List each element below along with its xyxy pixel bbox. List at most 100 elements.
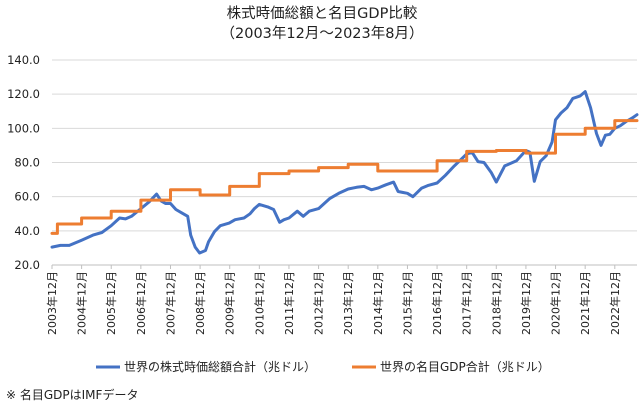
x-tick-label: 2003年12月	[45, 271, 59, 335]
y-tick-label: 40.0	[14, 224, 40, 238]
data-point-market-cap	[124, 218, 127, 220]
data-point-market-cap	[164, 202, 167, 205]
series-line-market-cap	[50, 90, 639, 255]
data-point-market-cap	[477, 160, 479, 163]
data-point-market-cap	[186, 215, 189, 218]
data-point-market-cap	[68, 244, 71, 247]
data-point-nominal-gdp	[199, 194, 201, 196]
data-point-nominal-gdp	[465, 150, 468, 153]
data-point-nominal-gdp	[584, 127, 586, 130]
data-point-market-cap	[51, 246, 53, 248]
data-point-nominal-gdp	[636, 119, 638, 122]
data-point-market-cap	[355, 186, 358, 189]
data-point-market-cap	[406, 192, 409, 195]
y-tick-label: 140.0	[7, 53, 40, 67]
x-tick-label: 2015年12月	[400, 271, 414, 335]
data-point-nominal-gdp	[140, 199, 142, 201]
data-point-market-cap	[551, 141, 553, 143]
x-tick-label: 2022年12月	[608, 271, 622, 335]
data-point-market-cap	[219, 224, 222, 227]
data-point-market-cap	[600, 144, 602, 147]
data-point-market-cap	[566, 107, 568, 109]
data-point-market-cap	[515, 160, 518, 162]
data-point-market-cap	[495, 181, 498, 183]
x-tick-label: 2016年12月	[430, 271, 444, 335]
x-tick-label: 2013年12月	[341, 271, 355, 335]
data-point-market-cap	[401, 191, 404, 194]
x-tick-label: 2009年12月	[223, 271, 237, 335]
x-tick-label: 2007年12月	[163, 271, 177, 335]
chart-note: ※ 名目GDPはIMFデータ	[6, 388, 139, 402]
x-tick-label: 2019年12月	[519, 271, 533, 335]
x-tick-label: 2005年12月	[104, 271, 118, 335]
data-point-market-cap	[213, 230, 216, 233]
data-point-market-cap	[92, 234, 94, 236]
data-point-market-cap	[288, 217, 290, 219]
y-tick-label: 120.0	[7, 87, 40, 101]
data-point-market-cap	[631, 117, 633, 119]
data-point-market-cap	[509, 162, 512, 165]
data-point-market-cap	[249, 213, 251, 215]
data-point-nominal-gdp	[56, 223, 59, 225]
data-point-market-cap	[426, 184, 429, 187]
x-tick-label: 2008年12月	[193, 271, 207, 335]
data-point-market-cap	[296, 210, 299, 212]
data-point-nominal-gdp	[554, 133, 557, 136]
data-point-nominal-gdp	[406, 170, 409, 172]
data-point-nominal-gdp	[377, 170, 379, 172]
data-point-nominal-gdp	[288, 170, 290, 172]
x-tick-label: 2017年12月	[460, 271, 474, 335]
x-tick-label: 2004年12月	[75, 271, 89, 335]
data-point-market-cap	[338, 192, 340, 195]
data-point-market-cap	[363, 185, 365, 188]
x-tick-label: 2010年12月	[252, 271, 266, 335]
data-point-market-cap	[385, 183, 388, 186]
data-point-market-cap	[377, 187, 379, 189]
data-point-market-cap	[234, 218, 236, 221]
data-point-market-cap	[258, 203, 261, 206]
x-tick-label: 2011年12月	[282, 271, 296, 335]
data-point-nominal-gdp	[51, 232, 53, 235]
data-point-nominal-gdp	[436, 160, 438, 162]
data-point-market-cap	[420, 187, 423, 189]
data-point-nominal-gdp	[258, 172, 261, 175]
data-point-market-cap	[253, 207, 256, 210]
data-point-market-cap	[110, 224, 112, 227]
data-point-nominal-gdp	[614, 119, 616, 122]
data-point-market-cap	[589, 107, 592, 109]
x-tick-label: 2018年12月	[489, 271, 503, 335]
data-point-market-cap	[329, 197, 331, 200]
x-tick-label: 2006年12月	[134, 271, 148, 335]
data-point-market-cap	[130, 215, 133, 218]
x-tick-label: 2014年12月	[371, 271, 385, 335]
legend-label-nominal-gdp: 世界の名目GDP合計（兆ドル）	[380, 359, 550, 374]
data-point-market-cap	[572, 97, 574, 100]
data-point-market-cap	[169, 202, 172, 205]
data-point-market-cap	[175, 208, 177, 211]
data-point-market-cap	[412, 195, 414, 198]
data-point-market-cap	[560, 112, 562, 114]
y-tick-label: 80.0	[14, 156, 40, 170]
data-point-market-cap	[619, 125, 621, 127]
data-point-market-cap	[347, 188, 350, 190]
data-point-nominal-gdp	[169, 189, 172, 191]
data-point-nominal-gdp	[317, 166, 320, 169]
data-point-market-cap	[453, 165, 456, 167]
data-point-market-cap	[181, 212, 183, 214]
data-point-nominal-gdp	[228, 185, 231, 188]
data-point-market-cap	[155, 193, 158, 195]
data-point-market-cap	[283, 218, 285, 221]
chart-subtitle: （2003年12月～2023年8月）	[220, 26, 424, 42]
data-point-nominal-gdp	[110, 210, 112, 212]
data-point-market-cap	[436, 182, 438, 184]
y-tick-label: 20.0	[14, 258, 40, 272]
data-point-market-cap	[490, 172, 493, 174]
data-point-market-cap	[604, 134, 607, 136]
data-point-nominal-gdp	[80, 217, 83, 219]
x-tick-label: 2020年12月	[549, 271, 563, 335]
data-point-market-cap	[545, 154, 547, 157]
data-point-market-cap	[579, 95, 581, 97]
data-point-market-cap	[80, 239, 83, 241]
